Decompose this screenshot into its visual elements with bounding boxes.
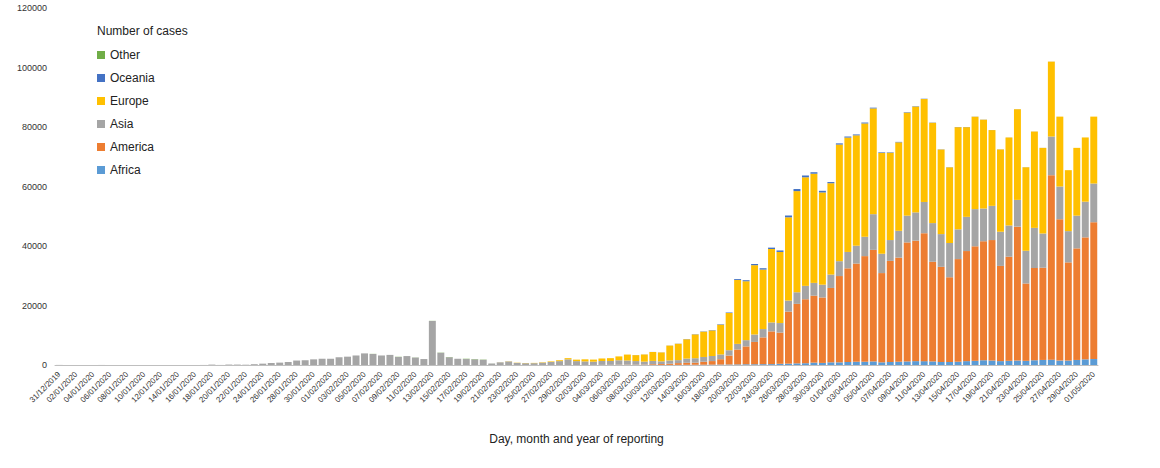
svg-text:02/01/2020: 02/01/2020 [44,369,80,405]
svg-text:15/04/2020: 15/04/2020 [926,369,962,405]
svg-text:03/02/2020: 03/02/2020 [316,369,351,405]
svg-text:26/01/2020: 26/01/2020 [248,369,283,405]
svg-text:06/03/2020: 06/03/2020 [587,369,623,405]
svg-text:10/01/2020: 10/01/2020 [112,369,148,405]
svg-text:0: 0 [42,360,47,370]
svg-text:10/03/2020: 10/03/2020 [621,369,656,405]
svg-text:30/03/2020: 30/03/2020 [791,369,826,405]
svg-text:13/02/2020: 13/02/2020 [400,369,436,405]
svg-text:29/02/2020: 29/02/2020 [536,369,572,405]
svg-text:11/02/2020: 11/02/2020 [384,369,419,404]
svg-text:01/05/2020: 01/05/2020 [1062,369,1097,404]
svg-text:18/01/2020: 18/01/2020 [180,369,216,405]
svg-text:28/03/2020: 28/03/2020 [774,369,809,405]
svg-text:01/02/2020: 01/02/2020 [299,369,334,405]
svg-text:05/04/2020: 05/04/2020 [841,369,877,405]
svg-text:09/02/2020: 09/02/2020 [367,369,402,405]
svg-text:20/03/2020: 20/03/2020 [706,369,741,405]
svg-text:19/04/2020: 19/04/2020 [960,369,996,405]
svg-text:05/02/2020: 05/02/2020 [333,369,368,405]
svg-text:25/04/2020: 25/04/2020 [1011,369,1047,405]
svg-text:Europe: Europe [110,94,149,108]
svg-text:27/02/2020: 27/02/2020 [519,369,555,405]
svg-text:21/04/2020: 21/04/2020 [977,369,1013,405]
svg-text:23/02/2020: 23/02/2020 [485,369,521,405]
svg-text:17/02/2020: 17/02/2020 [434,369,470,405]
svg-text:100000: 100000 [17,63,47,73]
svg-text:02/03/2020: 02/03/2020 [553,369,589,405]
svg-text:120000: 120000 [17,3,47,13]
svg-text:America: America [110,140,154,154]
svg-text:30/01/2020: 30/01/2020 [282,369,317,405]
svg-text:07/04/2020: 07/04/2020 [858,369,894,405]
svg-text:08/01/2020: 08/01/2020 [95,369,131,405]
svg-text:Number of cases: Number of cases [97,24,188,38]
svg-text:13/04/2020: 13/04/2020 [909,369,945,405]
svg-text:08/03/2020: 08/03/2020 [604,369,639,405]
svg-text:29/04/2020: 29/04/2020 [1045,369,1080,405]
svg-text:09/04/2020: 09/04/2020 [875,369,911,405]
svg-text:04/03/2020: 04/03/2020 [570,369,606,405]
svg-text:80000: 80000 [22,122,47,132]
svg-text:06/01/2020: 06/01/2020 [78,369,114,405]
svg-text:23/04/2020: 23/04/2020 [994,369,1030,405]
svg-text:04/01/2020: 04/01/2020 [61,369,97,405]
svg-text:18/03/2020: 18/03/2020 [689,369,724,405]
svg-text:12/01/2020: 12/01/2020 [129,369,165,405]
svg-text:19/02/2020: 19/02/2020 [451,369,487,405]
svg-text:01/04/2020: 01/04/2020 [807,369,843,405]
svg-text:20000: 20000 [22,301,47,311]
svg-text:24/03/2020: 24/03/2020 [740,369,775,405]
svg-text:24/01/2020: 24/01/2020 [231,369,266,405]
svg-text:03/04/2020: 03/04/2020 [824,369,860,405]
svg-text:Asia: Asia [110,117,134,131]
svg-text:20/01/2020: 20/01/2020 [197,369,232,405]
svg-text:Oceania: Oceania [110,71,155,85]
svg-text:22/01/2020: 22/01/2020 [214,369,249,405]
svg-text:12/03/2020: 12/03/2020 [638,369,673,405]
svg-text:28/01/2020: 28/01/2020 [265,369,300,405]
svg-text:07/02/2020: 07/02/2020 [350,369,385,405]
svg-text:11/04/2020: 11/04/2020 [893,369,928,404]
svg-text:16/03/2020: 16/03/2020 [672,369,707,405]
svg-text:16/01/2020: 16/01/2020 [163,369,199,405]
svg-text:Day, month and year of reporti: Day, month and year of reporting [489,432,664,446]
svg-text:Africa: Africa [110,163,141,177]
svg-text:26/03/2020: 26/03/2020 [757,369,792,405]
svg-text:Other: Other [110,48,140,62]
svg-text:22/03/2020: 22/03/2020 [723,369,758,405]
svg-text:40000: 40000 [22,241,47,251]
svg-text:60000: 60000 [22,182,47,192]
svg-text:17/04/2020: 17/04/2020 [943,369,979,405]
svg-text:14/03/2020: 14/03/2020 [655,369,690,405]
svg-text:27/04/2020: 27/04/2020 [1028,369,1063,405]
svg-text:31/12/2019: 31/12/2019 [27,369,63,405]
svg-text:14/01/2020: 14/01/2020 [146,369,182,405]
svg-text:25/02/2020: 25/02/2020 [502,369,538,405]
svg-text:15/02/2020: 15/02/2020 [417,369,453,405]
svg-text:21/02/2020: 21/02/2020 [468,369,504,405]
